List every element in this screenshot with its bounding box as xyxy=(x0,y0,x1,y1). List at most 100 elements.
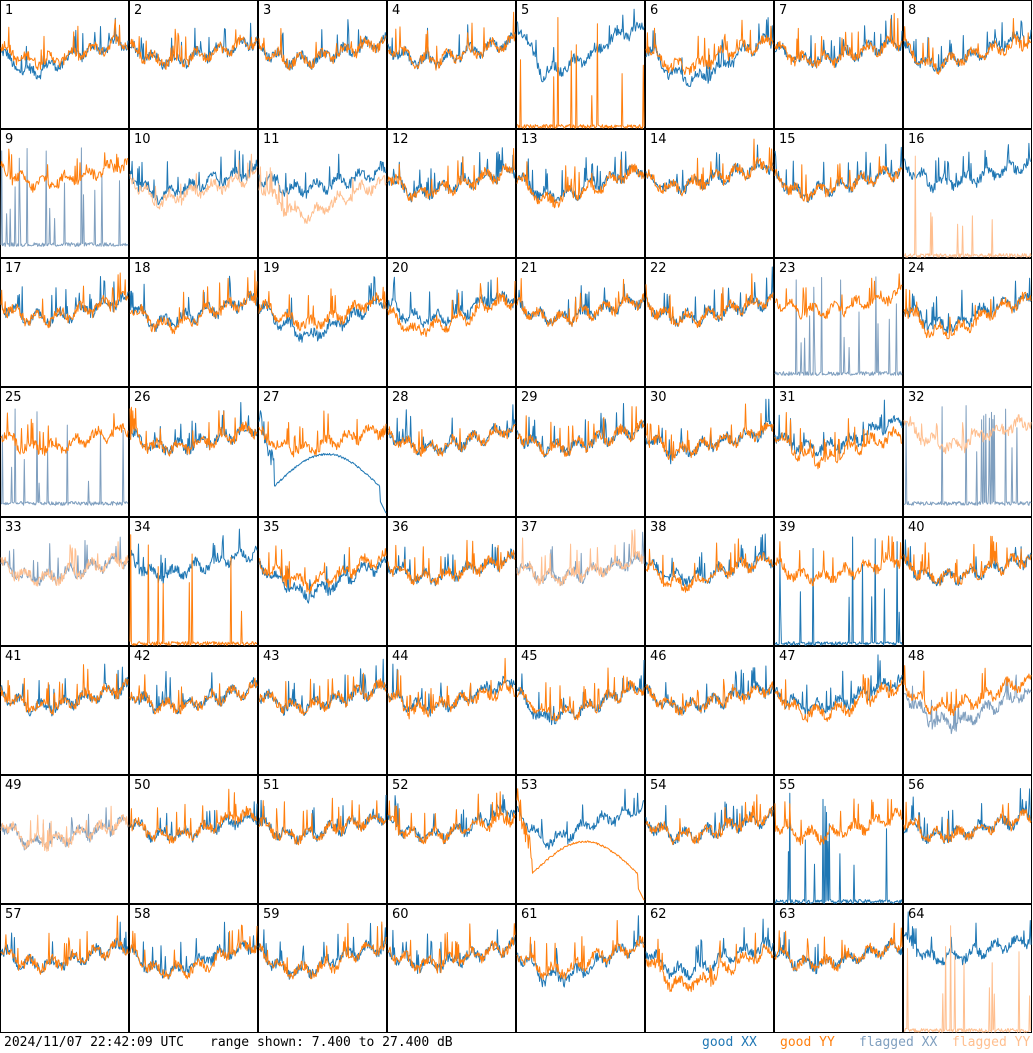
tile-44: 44 xyxy=(387,646,516,775)
tile-4-good-yy-line xyxy=(387,11,516,71)
tile-31-good-yy-line xyxy=(774,412,903,470)
tile-19: 19 xyxy=(258,258,387,387)
tile-label: 53 xyxy=(521,778,538,793)
tile-6: 6 xyxy=(645,0,774,129)
tile-label: 20 xyxy=(392,261,409,276)
tile-63-good-xx-line xyxy=(774,932,903,975)
tile-8-good-xx-line xyxy=(903,20,1032,74)
tile-16-flagged-yy-line xyxy=(903,155,1032,258)
tile-19-good-yy-line xyxy=(258,286,387,332)
tile-frame xyxy=(129,646,258,775)
tile-34-good-xx-line xyxy=(129,528,258,585)
tile-45-good-yy-line xyxy=(516,667,645,722)
tile-label: 56 xyxy=(908,778,925,793)
tile-64-good-xx-line xyxy=(903,911,1032,966)
tile-25: 25 xyxy=(0,387,129,517)
tile-64: 64 xyxy=(903,904,1032,1033)
tile-frame xyxy=(258,904,387,1033)
tile-34: 34 xyxy=(129,517,258,646)
tile-label: 54 xyxy=(650,778,667,793)
tile-49-flagged-yy-line xyxy=(0,805,129,852)
tile-frame xyxy=(903,517,1032,646)
tile-47-good-yy-line xyxy=(774,674,903,723)
tile-36-good-yy-line xyxy=(387,539,516,586)
tile-60: 60 xyxy=(387,904,516,1033)
tile-label: 24 xyxy=(908,261,925,276)
tile-label: 40 xyxy=(908,520,925,535)
tile-frame xyxy=(645,646,774,775)
tile-55-good-xx-line xyxy=(774,792,903,904)
tile-frame xyxy=(387,387,516,517)
tile-frame xyxy=(774,517,903,646)
tile-35-good-xx-line xyxy=(258,554,387,604)
tile-42: 42 xyxy=(129,646,258,775)
tile-55-good-yy-line xyxy=(774,798,903,846)
tile-frame xyxy=(516,775,645,904)
tile-55: 55 xyxy=(774,775,903,904)
tile-64-flagged-yy-line xyxy=(903,925,1032,1033)
tile-57: 57 xyxy=(0,904,129,1033)
tile-label: 26 xyxy=(134,390,151,405)
tile-61-good-yy-line xyxy=(516,920,645,980)
tile-59-good-yy-line xyxy=(258,921,387,980)
tile-label: 55 xyxy=(779,778,796,793)
tile-23-flagged-xx-line xyxy=(774,276,903,376)
tile-11-flagged-yy-line xyxy=(258,166,387,224)
tile-label: 41 xyxy=(5,649,22,664)
tile-12: 12 xyxy=(387,129,516,258)
tile-26-good-xx-line xyxy=(129,402,258,456)
tile-label: 29 xyxy=(521,390,538,405)
tile-58: 58 xyxy=(129,904,258,1033)
tile-frame xyxy=(0,646,129,775)
tile-label: 42 xyxy=(134,649,151,664)
tile-56-good-yy-line xyxy=(903,801,1032,844)
tile-frame xyxy=(774,0,903,129)
tile-36: 36 xyxy=(387,517,516,646)
tile-frame xyxy=(516,258,645,387)
tile-label: 44 xyxy=(392,649,409,664)
tile-frame xyxy=(387,0,516,129)
tile-37-flagged-yy-line xyxy=(516,529,645,587)
tile-52-good-xx-line xyxy=(387,794,516,844)
tile-label: 58 xyxy=(134,907,151,922)
tile-47: 47 xyxy=(774,646,903,775)
tile-30: 30 xyxy=(645,387,774,517)
tile-58-good-yy-line xyxy=(129,924,258,980)
tile-52-good-yy-line xyxy=(387,791,516,845)
tile-56: 56 xyxy=(903,775,1032,904)
tile-label: 22 xyxy=(650,261,667,276)
tile-frame xyxy=(645,129,774,258)
tile-label: 51 xyxy=(263,778,280,793)
tile-43: 43 xyxy=(258,646,387,775)
tile-label: 48 xyxy=(908,649,925,664)
tile-5-good-yy-line xyxy=(516,17,645,129)
tile-28: 28 xyxy=(387,387,516,517)
legend-good-xx: good XX xyxy=(702,1035,757,1050)
tile-38-good-yy-line xyxy=(645,538,774,593)
tile-frame xyxy=(903,904,1032,1033)
tile-40-good-yy-line xyxy=(903,535,1032,587)
tile-38: 38 xyxy=(645,517,774,646)
tile-62: 62 xyxy=(645,904,774,1033)
tile-10: 10 xyxy=(129,129,258,258)
range-label: range shown: 7.400 to 27.400 dB xyxy=(210,1035,453,1050)
tile-frame xyxy=(774,258,903,387)
tile-22-good-xx-line xyxy=(645,266,774,328)
tile-label: 61 xyxy=(521,907,538,922)
tile-label: 15 xyxy=(779,132,796,147)
tile-22: 22 xyxy=(645,258,774,387)
tile-14: 14 xyxy=(645,129,774,258)
tile-13-good-yy-line xyxy=(516,159,645,209)
tile-label: 25 xyxy=(5,390,22,405)
tile-39-good-yy-line xyxy=(774,535,903,587)
tile-11: 11 xyxy=(258,129,387,258)
tile-label: 6 xyxy=(650,3,658,18)
tile-frame xyxy=(129,0,258,129)
tile-frame xyxy=(645,904,774,1033)
tile-label: 34 xyxy=(134,520,151,535)
tile-41-good-xx-line xyxy=(0,663,129,717)
tile-label: 45 xyxy=(521,649,538,664)
tile-9: 9 xyxy=(0,129,129,258)
tile-62-good-yy-line xyxy=(645,932,774,993)
tile-50: 50 xyxy=(129,775,258,904)
